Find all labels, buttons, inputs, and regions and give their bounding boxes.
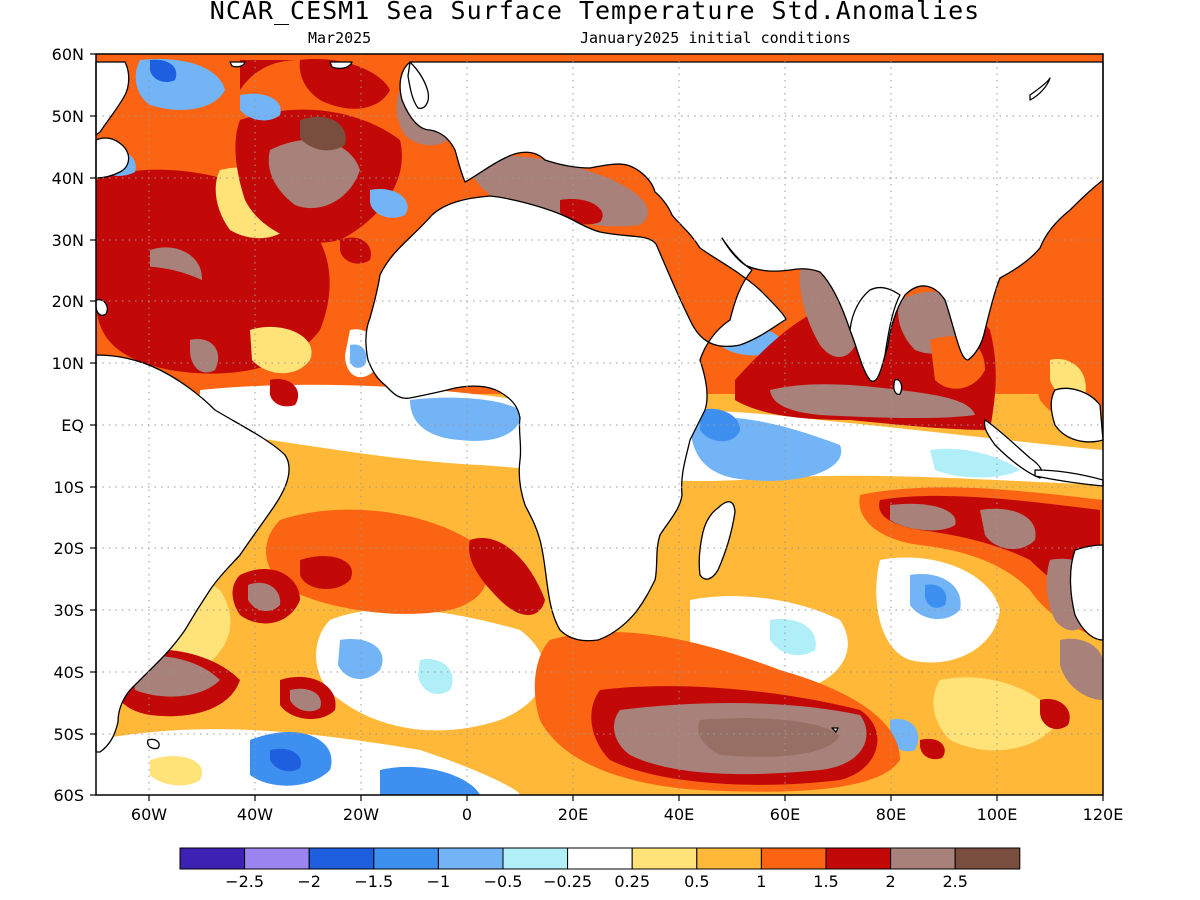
lat-label-30s: 30S [53, 601, 84, 620]
colorbar-swatch-10 [825, 847, 892, 870]
colorbar-tick-label-1: −2 [297, 872, 321, 891]
continents [95, 61, 1104, 753]
lat-label-10s: 10S [53, 478, 84, 497]
lon-label-40e: 40E [664, 805, 694, 824]
lon-label-20e: 20E [558, 805, 588, 824]
colorbar-tick-label-10: 2 [886, 872, 896, 891]
initial-conditions-label: January2025 initial conditions [580, 29, 851, 47]
colorbar-swatch-11 [890, 847, 956, 870]
colorbar-tick-label-7: 0.5 [684, 872, 709, 891]
colorbar-tick-label-2: −1.5 [354, 872, 393, 891]
lon-label-100e: 100E [977, 805, 1018, 824]
colorbar-tick-label-8: 1 [756, 872, 766, 891]
colorbar-swatch-5 [502, 847, 569, 870]
colorbar [179, 847, 1021, 870]
lon-label-120e: 120E [1083, 805, 1124, 824]
lat-label-50n: 50N [52, 107, 84, 126]
colorbar-swatch-0 [179, 847, 246, 870]
colorbar-tick-label-9: 1.5 [813, 872, 838, 891]
chart-title: NCAR_CESM1 Sea Surface Temperature Std.A… [209, 0, 981, 25]
lon-label-80e: 80E [876, 805, 906, 824]
colorbar-tick-label-11: 2.5 [942, 872, 967, 891]
colorbar-tick-label-5: −0.25 [543, 872, 592, 891]
lat-label-20n: 20N [52, 292, 84, 311]
colorbar-swatch-2 [308, 847, 375, 870]
colorbar-tick-label-4: −0.5 [484, 872, 523, 891]
lat-label-10n: 10N [52, 354, 84, 373]
lat-label-30n: 30N [52, 231, 84, 250]
colorbar-labels: −2.5 −2 −1.5 −1 −0.5 −0.25 0.25 0.5 1 1.5 2 2.5 [225, 872, 968, 891]
colorbar-swatch-8 [696, 847, 762, 870]
colorbar-swatch-1 [244, 847, 310, 870]
lon-label-0: 0 [462, 805, 472, 824]
axis-ticks [90, 53, 1104, 801]
lon-label-40w: 40W [237, 805, 273, 824]
lat-label-40s: 40S [53, 663, 84, 682]
lat-label-60s: 60S [53, 786, 84, 805]
colorbar-swatch-4 [437, 847, 504, 870]
lat-label-50s: 50S [53, 725, 84, 744]
graticule [96, 54, 1103, 795]
lon-label-20w: 20W [343, 805, 379, 824]
colorbar-tick-label-0: −2.5 [225, 872, 264, 891]
lat-label-60n: 60N [52, 45, 84, 64]
lat-label-20s: 20S [53, 539, 84, 558]
lon-label-60e: 60E [770, 805, 800, 824]
colorbar-tick-label-6: 0.25 [614, 872, 650, 891]
colorbar-tick-label-3: −1 [427, 872, 451, 891]
colorbar-swatch-9 [760, 847, 827, 870]
colorbar-swatch-7 [631, 847, 698, 870]
lat-label-eq: EQ [61, 416, 84, 435]
forecast-month-label: Mar2025 [308, 29, 372, 47]
colorbar-swatch-12 [954, 847, 1021, 870]
lon-label-60w: 60W [131, 805, 167, 824]
colorbar-swatch-6 [567, 847, 633, 870]
lat-label-40n: 40N [52, 169, 84, 188]
colorbar-swatch-3 [373, 847, 439, 870]
